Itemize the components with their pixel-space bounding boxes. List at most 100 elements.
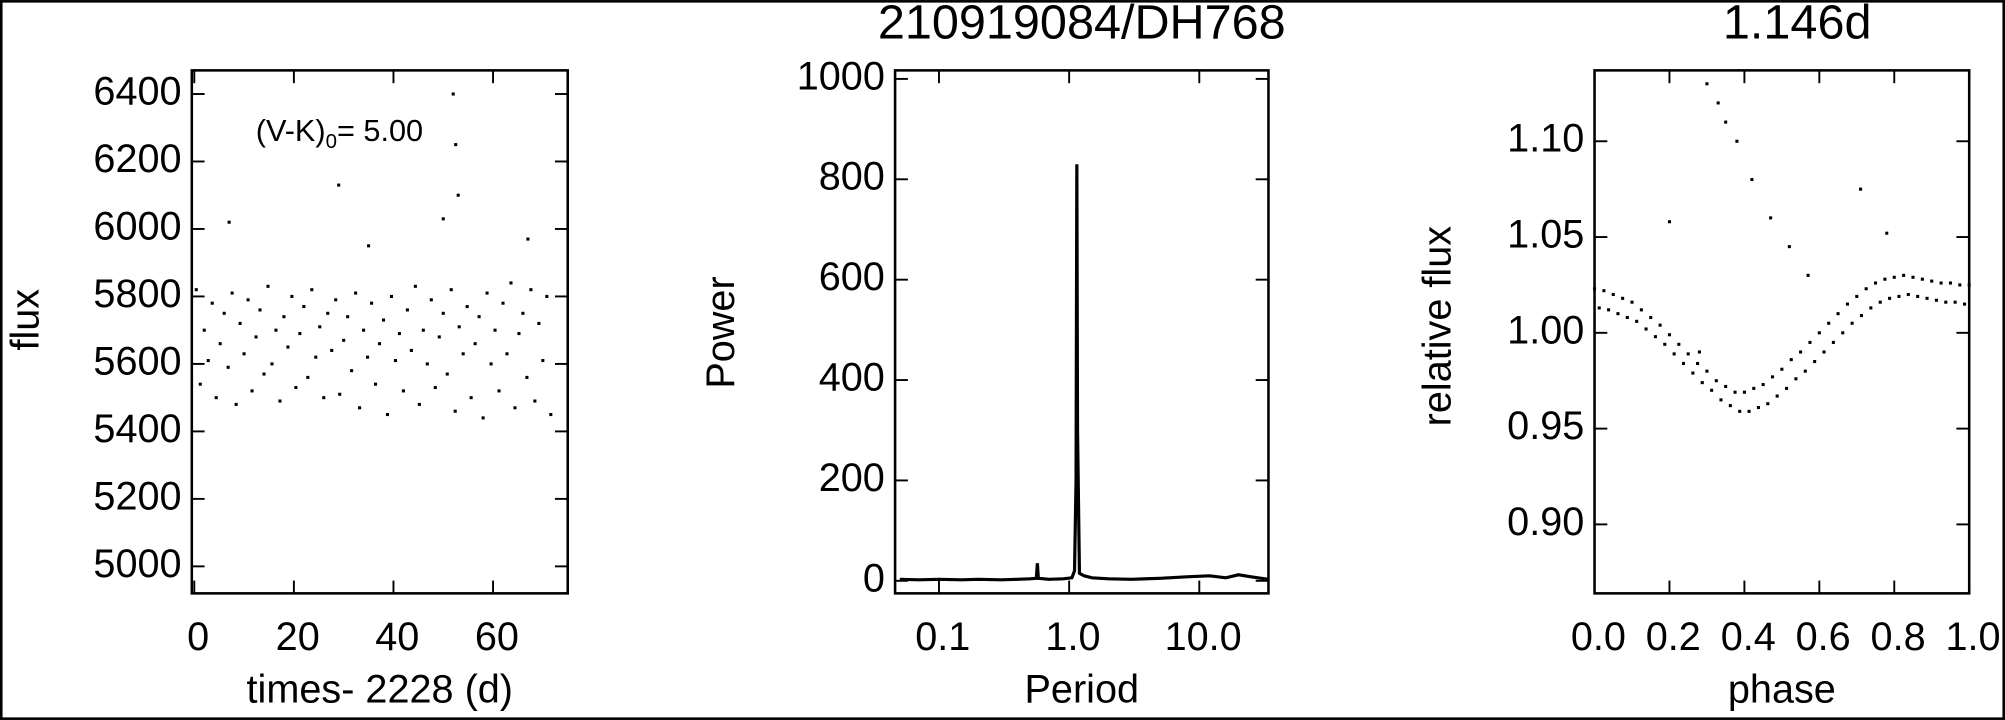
x-axis-label: times- 2228 (d): [247, 667, 513, 711]
x-tick-label: 20: [276, 615, 320, 659]
annotation-subscript: 0: [326, 131, 337, 154]
y-tick-label: 6200: [93, 137, 181, 181]
point: [218, 342, 222, 346]
point: [441, 311, 445, 315]
point: [381, 318, 386, 322]
y-tick-label: 5400: [93, 407, 181, 451]
y-tick-label: 1.05: [1507, 213, 1584, 257]
point: [1653, 335, 1657, 339]
y-tick-label: 0: [863, 556, 885, 600]
point: [370, 301, 374, 305]
point: [1930, 279, 1934, 283]
point: [389, 294, 394, 298]
point: [1733, 390, 1737, 394]
point: [1822, 350, 1826, 354]
y-tick-label: 800: [819, 155, 885, 199]
point: [1607, 308, 1611, 312]
point: [1906, 292, 1910, 297]
point: [1724, 120, 1728, 124]
point: [326, 311, 330, 315]
point: [1831, 340, 1835, 344]
point: [1948, 281, 1952, 285]
point: [1625, 315, 1629, 320]
point: [465, 305, 469, 309]
point: [1902, 273, 1906, 277]
point: [278, 399, 282, 403]
point: [270, 362, 274, 366]
point: [473, 342, 477, 346]
point: [437, 335, 441, 339]
point: [1710, 388, 1714, 392]
point: [1845, 302, 1849, 306]
point: [545, 294, 549, 298]
point: [1593, 287, 1597, 291]
point: [1635, 319, 1639, 323]
point: [493, 328, 497, 332]
point: [1869, 306, 1873, 310]
point: [525, 375, 529, 379]
point: [1953, 300, 1957, 304]
point: [501, 301, 505, 305]
point: [385, 413, 390, 417]
point: [1939, 281, 1943, 285]
point: [1738, 409, 1742, 413]
point: [298, 332, 302, 336]
point: [1700, 381, 1704, 385]
y-tick-label: 1.10: [1507, 117, 1584, 161]
point: [198, 382, 202, 386]
point: [1911, 275, 1915, 279]
point: [1705, 369, 1709, 373]
y-tick-label: 200: [819, 456, 885, 500]
point: [1864, 287, 1868, 291]
point: [1836, 312, 1840, 316]
x-tick-label: 10.0: [1165, 615, 1242, 659]
y-tick-label: 5200: [93, 474, 181, 518]
point: [1728, 404, 1732, 408]
point: [1892, 275, 1896, 279]
point: [1667, 333, 1672, 337]
point: [425, 362, 429, 366]
point: [1616, 312, 1620, 316]
point: [1672, 352, 1676, 356]
point: [1649, 315, 1653, 320]
point: [367, 244, 371, 248]
point: [1920, 277, 1924, 281]
point: [1644, 327, 1648, 331]
point: [1780, 367, 1784, 371]
point: [1859, 187, 1863, 191]
point: [318, 325, 322, 329]
point: [1888, 296, 1892, 300]
annotation: (V-K)0= 5.00: [256, 113, 423, 154]
point: [1639, 308, 1643, 312]
point: [1808, 340, 1812, 344]
x-tick-label: 40: [375, 615, 419, 659]
y-tick-label: 0.95: [1507, 404, 1584, 448]
point: [477, 315, 481, 319]
chart-title: 210919084/DH768: [878, 0, 1286, 49]
point: [1883, 277, 1887, 281]
point: [306, 375, 310, 379]
point: [529, 288, 533, 292]
point: [254, 335, 258, 339]
point: [413, 284, 417, 288]
point: [1667, 220, 1672, 224]
point: [417, 402, 421, 406]
point: [526, 237, 530, 241]
point: [1677, 342, 1681, 346]
line: [899, 164, 1269, 582]
point: [1716, 101, 1720, 105]
y-axis-label: Power: [699, 276, 743, 388]
point: [1859, 314, 1864, 318]
point: [358, 406, 362, 410]
point: [517, 332, 521, 336]
point: [1621, 296, 1625, 300]
point: [210, 301, 214, 305]
point: [310, 288, 314, 292]
x-tick-label: 0.4: [1721, 615, 1776, 659]
point: [453, 409, 457, 413]
point: [457, 325, 461, 329]
point: [377, 342, 382, 346]
point: [1747, 409, 1751, 413]
point: [1806, 273, 1810, 277]
point: [1878, 300, 1882, 304]
